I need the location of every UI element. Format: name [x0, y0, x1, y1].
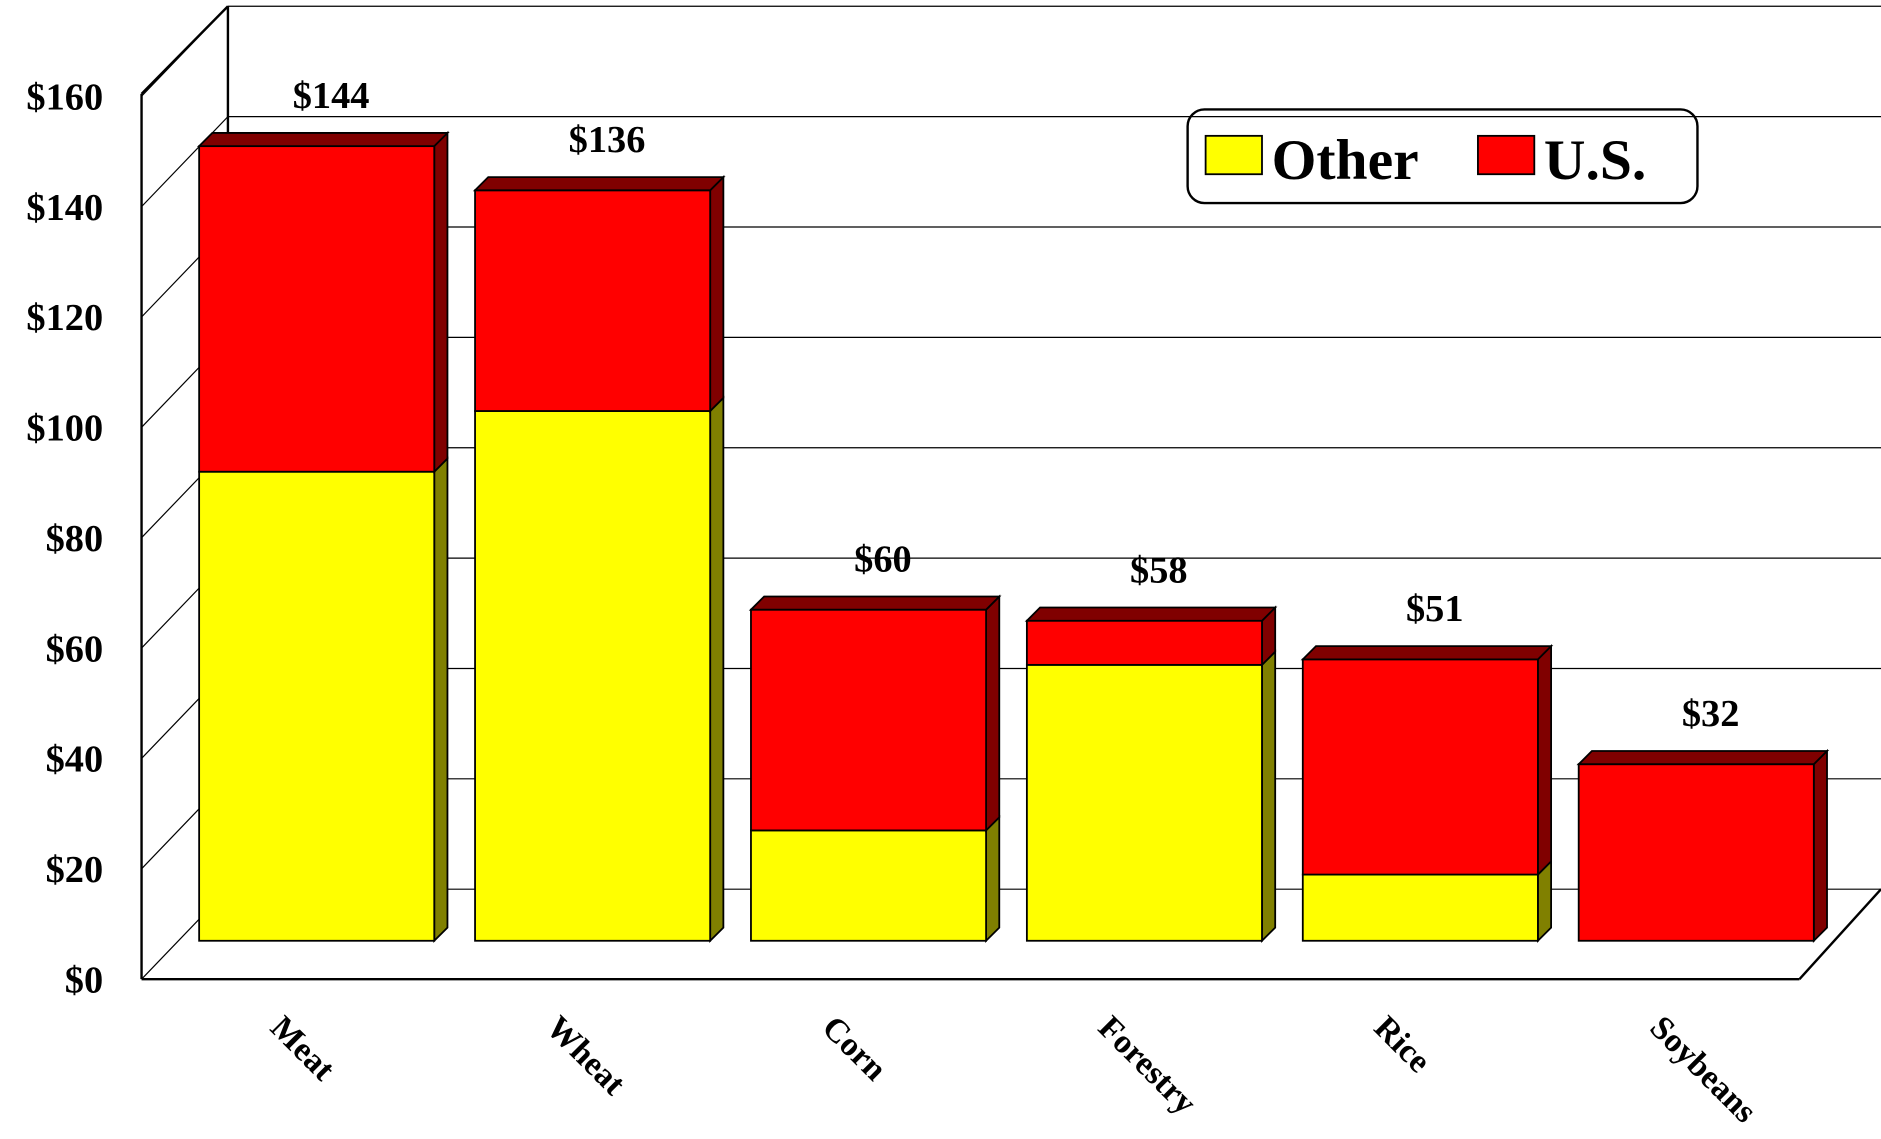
x-tick-label: Forestry	[1091, 1009, 1204, 1122]
bar-side	[433, 456, 449, 943]
legend-box	[1186, 108, 1699, 205]
bar	[474, 410, 712, 942]
y-tick-label: $20	[46, 849, 104, 891]
bar	[474, 189, 712, 412]
total-label: $32	[1682, 693, 1740, 735]
y-tick-label: $120	[26, 297, 103, 339]
y-tick-label: $80	[46, 518, 104, 560]
bar	[1301, 873, 1539, 942]
y-tick-label: $140	[26, 187, 103, 229]
bar-side	[1537, 643, 1553, 877]
bar	[198, 470, 436, 942]
bar-side	[433, 130, 449, 474]
bar-top	[748, 595, 1002, 611]
bar-top	[196, 132, 450, 148]
bar-side	[709, 395, 725, 943]
legend: Other U.S.	[1186, 108, 1699, 205]
legend-swatch	[1204, 134, 1263, 176]
bar-side	[709, 174, 725, 414]
bar-top	[1300, 645, 1554, 661]
x-tick-label: Corn	[815, 1009, 894, 1088]
legend-swatch	[1477, 134, 1536, 176]
total-label: $60	[854, 538, 912, 580]
total-label: $144	[293, 75, 370, 117]
y-tick-label: $0	[65, 959, 103, 1001]
bar	[750, 608, 987, 832]
x-tick-label: Wheat	[539, 1009, 633, 1103]
legend-label: Other	[1272, 129, 1419, 192]
bar	[198, 145, 436, 473]
bar-top	[1024, 606, 1278, 622]
x-tick-label: Soybeans	[1643, 1009, 1764, 1130]
grid-diagonal	[141, 5, 229, 97]
bar	[1025, 619, 1263, 666]
grid-diagonal	[141, 116, 229, 208]
total-label: $58	[1130, 549, 1188, 591]
bar	[750, 829, 987, 942]
y-tick-label: $40	[46, 739, 104, 781]
y-tick-label: $100	[26, 408, 103, 450]
y-tick-label: $160	[26, 76, 103, 118]
bar-top	[472, 176, 726, 192]
x-tick-label: Rice	[1367, 1009, 1438, 1080]
y-tick-label: $60	[46, 628, 104, 670]
bar-side	[1261, 649, 1277, 943]
bar-side	[1812, 748, 1828, 943]
total-label: $51	[1406, 588, 1464, 630]
x-tick-label: Meat	[263, 1009, 342, 1088]
total-label: $136	[569, 119, 646, 161]
bar-side	[985, 594, 1001, 833]
bar-side	[985, 815, 1001, 943]
bar	[1301, 658, 1539, 876]
bar	[1025, 663, 1263, 942]
bar	[1577, 763, 1815, 942]
bar-top	[1576, 750, 1830, 766]
legend-label: U.S.	[1544, 129, 1646, 192]
